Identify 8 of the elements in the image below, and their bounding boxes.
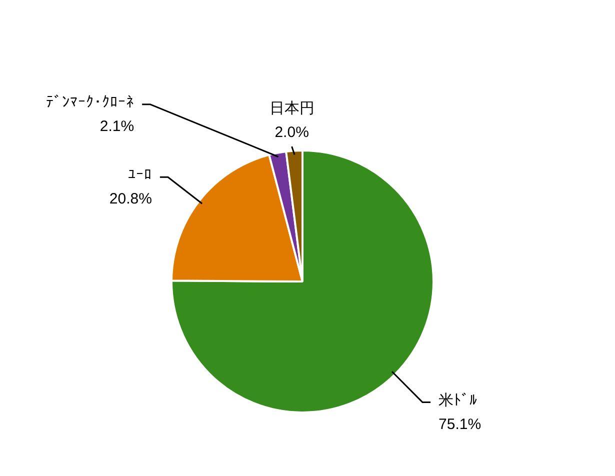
data-label: 20.8% — [109, 190, 152, 208]
data-label: 2.1% — [100, 118, 134, 135]
slice-label: ﾃﾞﾝﾏｰｸ･ｸﾛｰﾈ — [46, 94, 134, 111]
data-label: 75.1% — [438, 416, 482, 433]
slice-label: 米ﾄﾞﾙ — [438, 392, 478, 409]
slice-label: 日本円 — [269, 100, 314, 118]
slice-label: ﾕｰﾛ — [128, 166, 152, 184]
data-label: 2.0% — [274, 124, 309, 142]
